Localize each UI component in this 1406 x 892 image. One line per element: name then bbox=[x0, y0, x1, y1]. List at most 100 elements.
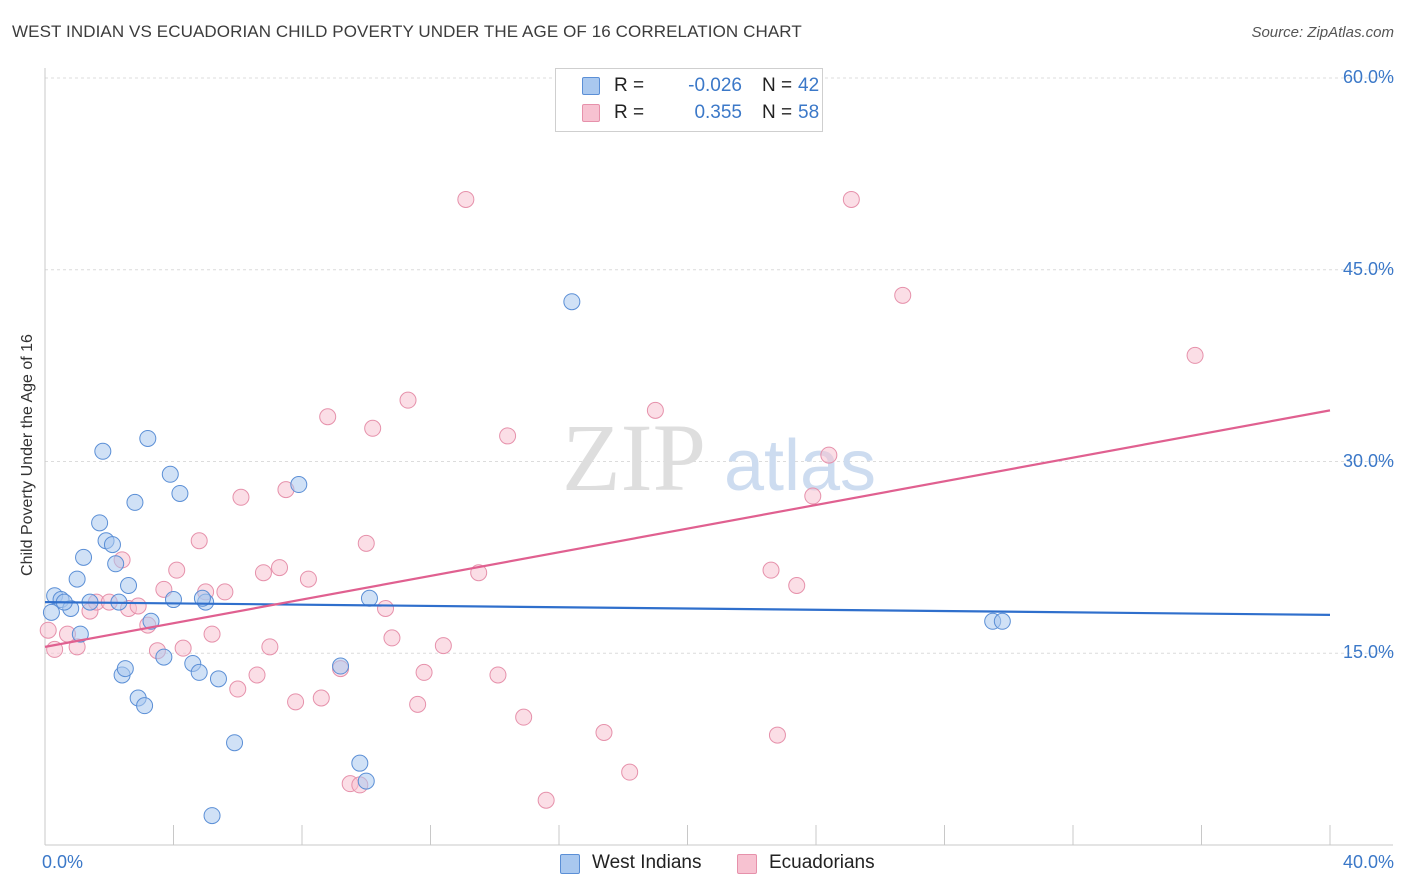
point-ecuadorians bbox=[319, 408, 337, 426]
trend-line-west-indians bbox=[44, 601, 1331, 616]
point-ecuadorians bbox=[168, 561, 186, 579]
stats-legend: R = -0.026 N = 42 R = 0.355 N = 58 bbox=[555, 68, 823, 132]
point-west-indians bbox=[107, 555, 125, 573]
point-west-indians bbox=[71, 625, 89, 643]
point-ecuadorians bbox=[409, 695, 427, 713]
x-tick-label-max: 40.0% bbox=[1342, 852, 1394, 872]
y-tick-label: 30.0% bbox=[1342, 450, 1394, 471]
point-west-indians bbox=[155, 648, 173, 666]
point-west-indians bbox=[139, 429, 157, 447]
bottom-legend-label: Ecuadorians bbox=[769, 852, 875, 873]
point-ecuadorians bbox=[499, 427, 517, 445]
point-ecuadorians bbox=[357, 534, 375, 552]
point-west-indians bbox=[351, 754, 369, 772]
source-label: Source: ZipAtlas.com bbox=[1251, 24, 1394, 41]
point-west-indians bbox=[332, 657, 350, 675]
point-west-indians bbox=[203, 807, 221, 825]
legend-r-value: 0.355 bbox=[694, 102, 742, 123]
legend-r-label: R = bbox=[614, 75, 645, 96]
point-west-indians bbox=[126, 493, 144, 511]
point-west-indians bbox=[136, 697, 154, 715]
point-west-indians bbox=[116, 660, 134, 678]
point-ecuadorians bbox=[457, 190, 475, 208]
point-ecuadorians bbox=[377, 600, 395, 618]
point-ecuadorians bbox=[287, 693, 305, 711]
point-west-indians bbox=[290, 476, 308, 494]
trend-lines bbox=[44, 409, 1331, 648]
point-ecuadorians bbox=[537, 791, 555, 809]
points bbox=[39, 190, 1204, 825]
watermark-atlas: atlas bbox=[724, 426, 876, 506]
point-west-indians bbox=[993, 612, 1011, 630]
point-ecuadorians bbox=[261, 638, 279, 656]
point-ecuadorians bbox=[39, 621, 57, 639]
trend-line-ecuadorians bbox=[44, 409, 1331, 648]
point-ecuadorians bbox=[595, 724, 613, 742]
point-west-indians bbox=[120, 576, 138, 594]
point-ecuadorians bbox=[129, 597, 147, 615]
point-ecuadorians bbox=[489, 666, 507, 684]
legend-n-label: N = bbox=[762, 102, 793, 123]
point-ecuadorians bbox=[364, 419, 382, 437]
legend-swatch-west-indians bbox=[582, 77, 600, 95]
bottom-legend-swatch-west-indians bbox=[560, 854, 580, 874]
bottom-legend-label: West Indians bbox=[592, 852, 702, 873]
point-ecuadorians bbox=[383, 629, 401, 647]
bottom-legend-swatch-ecuadorians bbox=[737, 854, 757, 874]
point-ecuadorians bbox=[399, 391, 417, 409]
point-west-indians bbox=[161, 465, 179, 483]
legend-n-value: 42 bbox=[798, 75, 820, 96]
point-ecuadorians bbox=[254, 564, 272, 582]
grid bbox=[45, 77, 1393, 654]
point-ecuadorians bbox=[190, 532, 208, 550]
point-ecuadorians bbox=[1186, 346, 1204, 364]
point-ecuadorians bbox=[842, 190, 860, 208]
point-ecuadorians bbox=[229, 680, 247, 698]
point-ecuadorians bbox=[232, 488, 250, 506]
point-west-indians bbox=[94, 442, 112, 460]
legend-n-value: 58 bbox=[798, 102, 820, 123]
point-ecuadorians bbox=[515, 708, 533, 726]
point-ecuadorians bbox=[762, 561, 780, 579]
axes bbox=[44, 68, 1393, 846]
point-west-indians bbox=[360, 589, 378, 607]
watermark: ZIP atlas bbox=[562, 404, 876, 511]
point-west-indians bbox=[142, 612, 160, 630]
point-ecuadorians bbox=[804, 487, 822, 505]
y-tick-label: 45.0% bbox=[1342, 258, 1394, 279]
point-west-indians bbox=[193, 589, 211, 607]
y-tick-label: 15.0% bbox=[1342, 642, 1394, 663]
point-ecuadorians bbox=[894, 286, 912, 304]
point-ecuadorians bbox=[271, 559, 289, 577]
point-ecuadorians bbox=[216, 583, 234, 601]
point-ecuadorians bbox=[312, 689, 330, 707]
point-west-indians bbox=[171, 484, 189, 502]
point-west-indians bbox=[190, 663, 208, 681]
point-west-indians bbox=[42, 603, 60, 621]
point-ecuadorians bbox=[203, 625, 221, 643]
point-west-indians bbox=[563, 293, 581, 311]
point-ecuadorians bbox=[434, 637, 452, 655]
point-west-indians bbox=[68, 570, 86, 588]
point-west-indians bbox=[209, 670, 227, 688]
point-west-indians bbox=[357, 772, 375, 790]
point-west-indians bbox=[91, 514, 109, 532]
legend-n-label: N = bbox=[762, 75, 793, 96]
point-ecuadorians bbox=[788, 576, 806, 594]
chart-title: WEST INDIAN VS ECUADORIAN CHILD POVERTY … bbox=[12, 22, 802, 41]
point-ecuadorians bbox=[768, 726, 786, 744]
point-ecuadorians bbox=[299, 570, 317, 588]
point-ecuadorians bbox=[174, 639, 192, 657]
y-tick-label: 60.0% bbox=[1342, 67, 1394, 87]
point-west-indians bbox=[226, 734, 244, 752]
point-ecuadorians bbox=[248, 666, 266, 684]
point-ecuadorians bbox=[621, 763, 639, 781]
watermark-zip: ZIP bbox=[562, 404, 706, 511]
point-west-indians bbox=[75, 548, 93, 566]
point-ecuadorians bbox=[646, 401, 664, 419]
point-ecuadorians bbox=[415, 663, 433, 681]
legend-r-value: -0.026 bbox=[688, 75, 742, 96]
legend-r-label: R = bbox=[614, 102, 645, 123]
point-west-indians bbox=[165, 591, 182, 609]
